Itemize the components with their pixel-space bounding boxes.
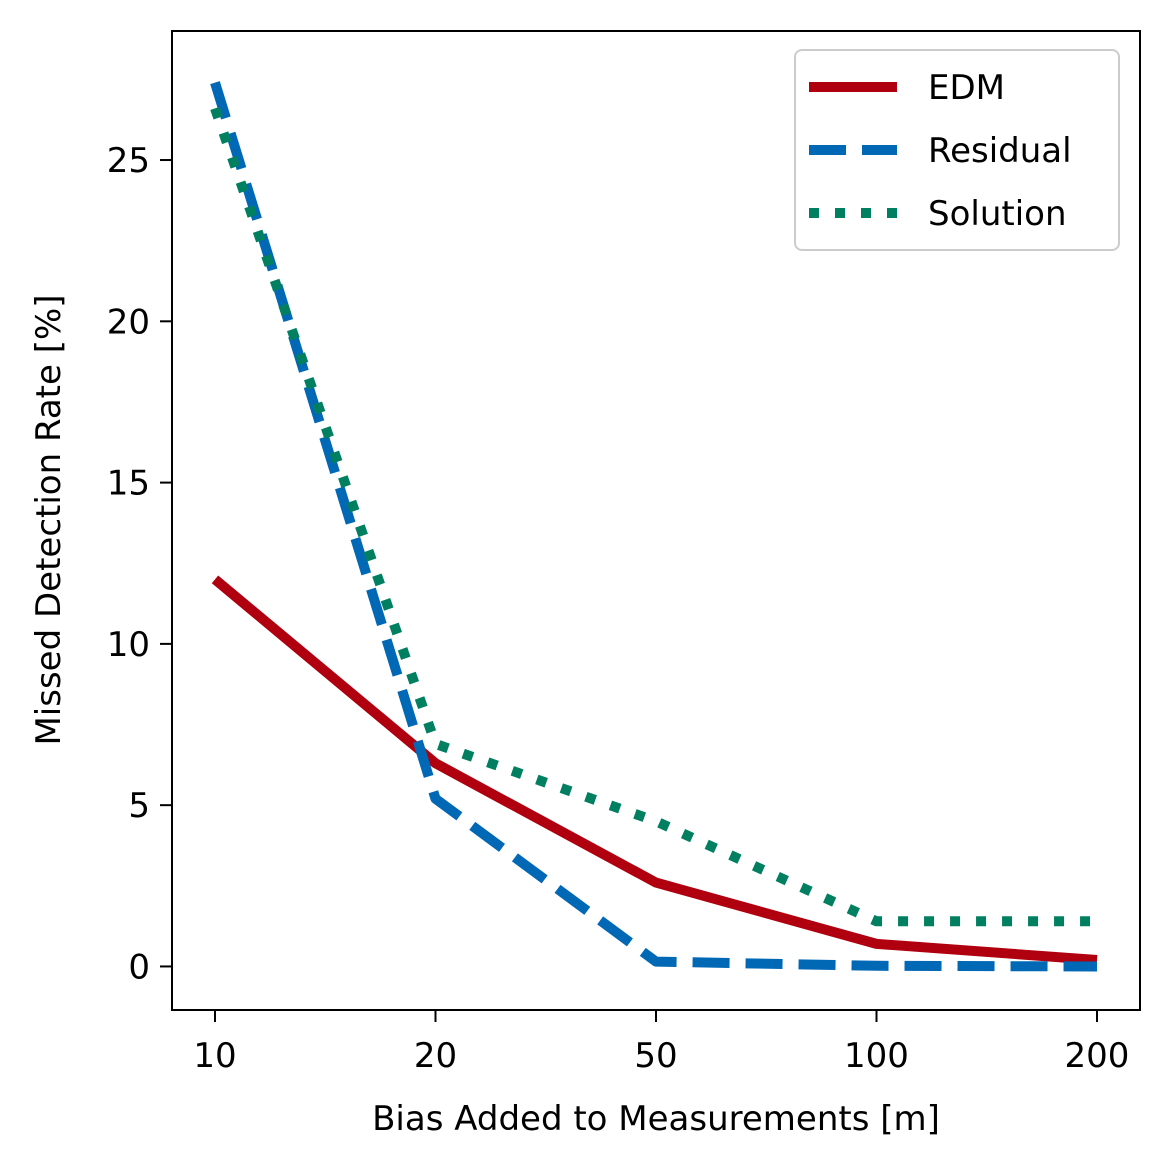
x-axis-title: Bias Added to Measurements [m] [372,1099,940,1139]
legend-box [794,49,1120,251]
y-axis: 0 5 10 15 20 25 [107,141,172,987]
legend: EDM Residual Solution [794,49,1120,251]
x-axis: 10 20 50 100 200 [193,1010,1129,1076]
y-axis-title: Missed Detection Rate [%] [29,294,69,745]
y-tick-label: 10 [107,625,150,665]
series-line-residual [210,81,1098,972]
legend-label-edm: EDM [928,68,1005,108]
y-tick-label: 20 [107,302,150,342]
series-layer [210,81,1098,972]
series-line-edm [211,575,1098,965]
series-line-solution [210,106,1097,927]
y-tick-label: 15 [107,464,150,504]
x-tick-label: 50 [634,1036,677,1076]
y-tick-label: 5 [128,786,150,826]
y-tick-label: 0 [128,947,150,987]
legend-label-solution: Solution [928,194,1067,234]
x-tick-label: 20 [414,1036,457,1076]
x-tick-label: 200 [1065,1036,1130,1076]
y-tick-label: 25 [107,141,150,181]
legend-label-residual: Residual [928,131,1072,171]
x-tick-label: 10 [193,1036,236,1076]
x-tick-label: 100 [844,1036,909,1076]
